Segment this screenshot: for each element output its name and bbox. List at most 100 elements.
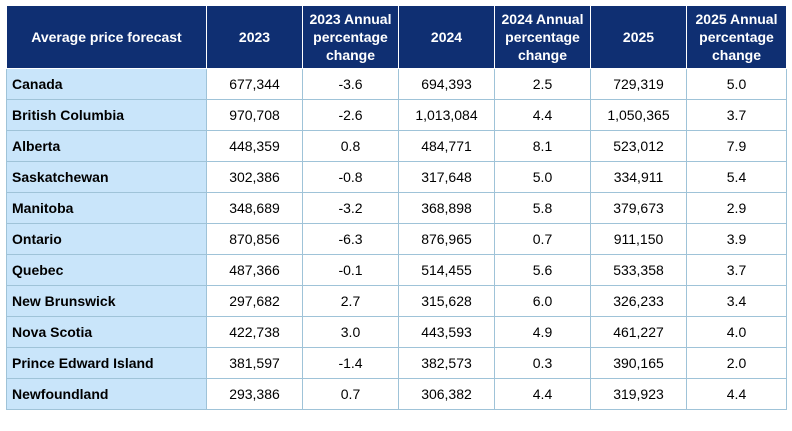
price-2023-cell: 297,682	[206, 285, 303, 317]
region-name-cell: Quebec	[6, 254, 207, 286]
change-2025-cell: 3.7	[686, 99, 787, 131]
change-2024-cell: 5.6	[494, 254, 591, 286]
price-2024-cell: 694,393	[398, 68, 495, 100]
region-name-cell: Canada	[6, 68, 207, 100]
change-2024-cell: 0.3	[494, 347, 591, 379]
region-name-cell: Nova Scotia	[6, 316, 207, 348]
price-2024-cell: 443,593	[398, 316, 495, 348]
price-2025-cell: 533,358	[590, 254, 687, 286]
header-2023-change: 2023 Annual percentage change	[302, 5, 399, 69]
change-2024-cell: 4.4	[494, 378, 591, 410]
price-2023-cell: 487,366	[206, 254, 303, 286]
price-2024-cell: 382,573	[398, 347, 495, 379]
change-2024-cell: 4.4	[494, 99, 591, 131]
change-2025-cell: 3.7	[686, 254, 787, 286]
change-2023-cell: -2.6	[302, 99, 399, 131]
change-2023-cell: -6.3	[302, 223, 399, 255]
change-2025-cell: 4.4	[686, 378, 787, 410]
header-2023: 2023	[206, 5, 303, 69]
table-row: Alberta 448,359 0.8 484,771 8.1 523,012 7.9	[6, 130, 787, 162]
price-2024-cell: 315,628	[398, 285, 495, 317]
change-2023-cell: 0.8	[302, 130, 399, 162]
header-2025: 2025	[590, 5, 687, 69]
price-2025-cell: 461,227	[590, 316, 687, 348]
price-2024-cell: 514,455	[398, 254, 495, 286]
table-body: Canada 677,344 -3.6 694,393 2.5 729,319 5.0 Bri…	[6, 68, 787, 410]
change-2025-cell: 3.4	[686, 285, 787, 317]
price-2023-cell: 348,689	[206, 192, 303, 224]
price-2025-cell: 379,673	[590, 192, 687, 224]
table-row: Newfoundland 293,386 0.7 306,382 4.4 319,923 4…	[6, 378, 787, 410]
price-2025-cell: 523,012	[590, 130, 687, 162]
region-name-cell: Alberta	[6, 130, 207, 162]
price-2023-cell: 381,597	[206, 347, 303, 379]
change-2025-cell: 5.0	[686, 68, 787, 100]
change-2024-cell: 5.0	[494, 161, 591, 193]
price-forecast-table: Average price forecast 2023 2023 Annual pe…	[6, 5, 787, 410]
change-2025-cell: 4.0	[686, 316, 787, 348]
change-2023-cell: -1.4	[302, 347, 399, 379]
price-2025-cell: 1,050,365	[590, 99, 687, 131]
price-2023-cell: 448,359	[206, 130, 303, 162]
price-2024-cell: 306,382	[398, 378, 495, 410]
price-2025-cell: 319,923	[590, 378, 687, 410]
price-2024-cell: 876,965	[398, 223, 495, 255]
region-name-cell: Saskatchewan	[6, 161, 207, 193]
price-2023-cell: 970,708	[206, 99, 303, 131]
price-2025-cell: 326,233	[590, 285, 687, 317]
price-forecast-table-container: Average price forecast 2023 2023 Annual pe…	[6, 5, 787, 410]
region-name-cell: New Brunswick	[6, 285, 207, 317]
change-2023-cell: 3.0	[302, 316, 399, 348]
change-2024-cell: 4.9	[494, 316, 591, 348]
price-2023-cell: 422,738	[206, 316, 303, 348]
region-name-cell: British Columbia	[6, 99, 207, 131]
price-2024-cell: 484,771	[398, 130, 495, 162]
table-row: Ontario 870,856 -6.3 876,965 0.7 911,150 3.9	[6, 223, 787, 255]
header-2025-change: 2025 Annual percentage change	[686, 5, 787, 69]
change-2023-cell: -3.2	[302, 192, 399, 224]
price-2023-cell: 870,856	[206, 223, 303, 255]
table-row: Saskatchewan 302,386 -0.8 317,648 5.0 334,911…	[6, 161, 787, 193]
table-header: Average price forecast 2023 2023 Annual pe…	[6, 5, 787, 69]
price-2025-cell: 334,911	[590, 161, 687, 193]
price-2024-cell: 317,648	[398, 161, 495, 193]
change-2024-cell: 0.7	[494, 223, 591, 255]
change-2024-cell: 6.0	[494, 285, 591, 317]
change-2025-cell: 7.9	[686, 130, 787, 162]
header-2024-change: 2024 Annual percentage change	[494, 5, 591, 69]
header-2024: 2024	[398, 5, 495, 69]
table-row: British Columbia 970,708 -2.6 1,013,084 4.4 1…	[6, 99, 787, 131]
price-2025-cell: 911,150	[590, 223, 687, 255]
price-2024-cell: 1,013,084	[398, 99, 495, 131]
price-2023-cell: 293,386	[206, 378, 303, 410]
region-name-cell: Manitoba	[6, 192, 207, 224]
price-2024-cell: 368,898	[398, 192, 495, 224]
change-2023-cell: 0.7	[302, 378, 399, 410]
price-2025-cell: 390,165	[590, 347, 687, 379]
price-2023-cell: 302,386	[206, 161, 303, 193]
table-row: Nova Scotia 422,738 3.0 443,593 4.9 461,227 4.…	[6, 316, 787, 348]
change-2025-cell: 2.9	[686, 192, 787, 224]
change-2025-cell: 5.4	[686, 161, 787, 193]
header-region: Average price forecast	[6, 5, 207, 69]
change-2023-cell: -3.6	[302, 68, 399, 100]
change-2023-cell: 2.7	[302, 285, 399, 317]
change-2023-cell: -0.1	[302, 254, 399, 286]
change-2024-cell: 8.1	[494, 130, 591, 162]
table-row: Manitoba 348,689 -3.2 368,898 5.8 379,673 2.9	[6, 192, 787, 224]
region-name-cell: Ontario	[6, 223, 207, 255]
table-row: Canada 677,344 -3.6 694,393 2.5 729,319 5.0	[6, 68, 787, 100]
price-2023-cell: 677,344	[206, 68, 303, 100]
table-row: Quebec 487,366 -0.1 514,455 5.6 533,358 3.7	[6, 254, 787, 286]
region-name-cell: Prince Edward Island	[6, 347, 207, 379]
change-2024-cell: 2.5	[494, 68, 591, 100]
change-2024-cell: 5.8	[494, 192, 591, 224]
header-row: Average price forecast 2023 2023 Annual pe…	[6, 5, 787, 69]
region-name-cell: Newfoundland	[6, 378, 207, 410]
change-2025-cell: 3.9	[686, 223, 787, 255]
table-row: Prince Edward Island 381,597 -1.4 382,573 0.…	[6, 347, 787, 379]
table-row: New Brunswick 297,682 2.7 315,628 6.0 326,233…	[6, 285, 787, 317]
price-2025-cell: 729,319	[590, 68, 687, 100]
change-2023-cell: -0.8	[302, 161, 399, 193]
change-2025-cell: 2.0	[686, 347, 787, 379]
